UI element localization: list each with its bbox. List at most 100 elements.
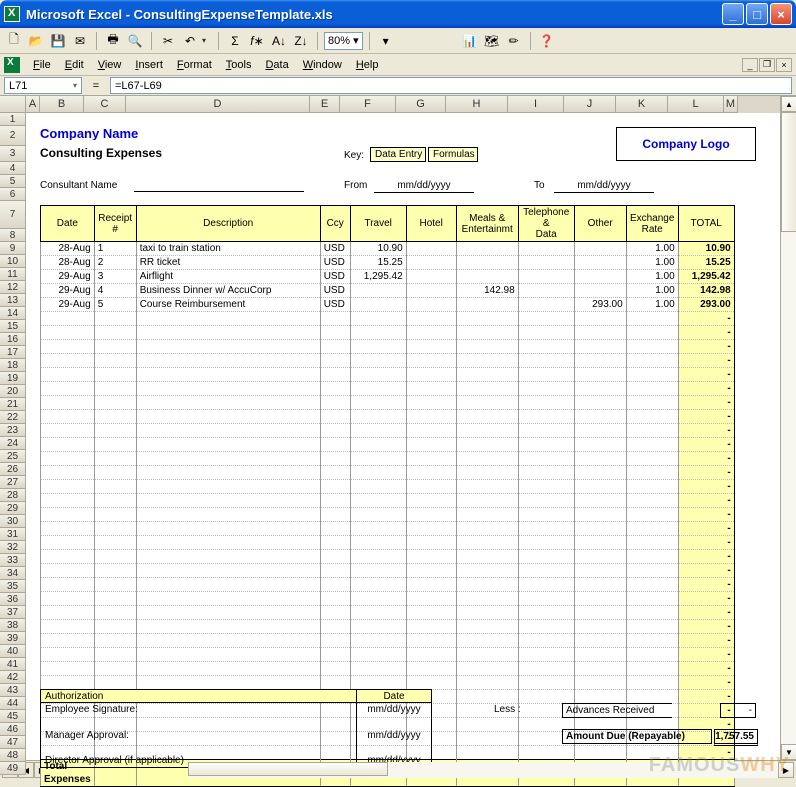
row-header-3[interactable]: 3 <box>0 146 26 162</box>
expense-row-empty[interactable]: - <box>41 634 735 648</box>
map-icon[interactable]: 🗺 <box>482 31 502 51</box>
consultant-field[interactable] <box>134 179 304 192</box>
expense-row-empty[interactable]: - <box>41 592 735 606</box>
row-header-29[interactable]: 29 <box>0 502 26 515</box>
row-header-7[interactable]: 7 <box>0 201 26 229</box>
maximize-button[interactable]: □ <box>746 3 768 25</box>
row-header-28[interactable]: 28 <box>0 489 26 502</box>
expense-row-empty[interactable]: - <box>41 564 735 578</box>
row-header-22[interactable]: 22 <box>0 411 26 424</box>
menu-window[interactable]: Window <box>296 57 349 73</box>
worksheet[interactable]: Company Name Consulting Expenses Key: Da… <box>26 113 780 760</box>
undo-dropdown[interactable]: ▾ <box>202 36 212 45</box>
menu-tools[interactable]: Tools <box>219 57 259 73</box>
minimize-button[interactable]: _ <box>722 3 744 25</box>
close-button[interactable]: × <box>770 3 792 25</box>
expense-row-empty[interactable]: - <box>41 340 735 354</box>
undo-icon[interactable]: ↶ <box>180 31 200 51</box>
row-header-35[interactable]: 35 <box>0 580 26 593</box>
to-field[interactable]: mm/dd/yyyy <box>554 179 654 193</box>
zoom-combo[interactable]: 80% ▾ <box>324 32 363 50</box>
row-header-36[interactable]: 36 <box>0 593 26 606</box>
expense-row-empty[interactable]: - <box>41 312 735 326</box>
toolbar-options-icon[interactable]: ▾ <box>376 31 396 51</box>
col-header-I[interactable]: I <box>508 96 564 113</box>
col-header-K[interactable]: K <box>616 96 668 113</box>
row-header-25[interactable]: 25 <box>0 450 26 463</box>
menu-file[interactable]: File <box>26 57 58 73</box>
row-header-41[interactable]: 41 <box>0 658 26 671</box>
print-preview-icon[interactable]: 🔍 <box>125 31 145 51</box>
row-header-34[interactable]: 34 <box>0 567 26 580</box>
expense-row-empty[interactable]: - <box>41 522 735 536</box>
auth-row-date[interactable]: mm/dd/yyyy <box>357 703 432 716</box>
row-header-27[interactable]: 27 <box>0 476 26 489</box>
col-header-B[interactable]: B <box>40 96 84 113</box>
auth-row-date[interactable]: mm/dd/yyyy <box>357 729 432 742</box>
expense-row[interactable]: 29-Aug3AirflightUSD1,295.421.001,295.42 <box>41 270 735 284</box>
col-header-F[interactable]: F <box>340 96 396 113</box>
row-header-44[interactable]: 44 <box>0 697 26 710</box>
drawing-icon[interactable]: ✏ <box>504 31 524 51</box>
col-header-J[interactable]: J <box>564 96 616 113</box>
expense-row-empty[interactable]: - <box>41 494 735 508</box>
function-icon[interactable]: f∗ <box>247 31 267 51</box>
scroll-thumb[interactable] <box>781 112 796 232</box>
menu-help[interactable]: Help <box>349 57 386 73</box>
row-header-16[interactable]: 16 <box>0 333 26 346</box>
expense-row-empty[interactable]: - <box>41 648 735 662</box>
expense-row-empty[interactable]: - <box>41 410 735 424</box>
expense-row-empty[interactable]: - <box>41 536 735 550</box>
print-icon[interactable]: 🖶 <box>103 31 123 51</box>
row-header-8[interactable]: 8 <box>0 229 26 242</box>
help-icon[interactable]: ❓ <box>537 31 557 51</box>
expense-row-empty[interactable]: - <box>41 466 735 480</box>
vertical-scrollbar[interactable]: ▲ ▼ <box>780 96 796 760</box>
row-header-46[interactable]: 46 <box>0 723 26 736</box>
scroll-up-button[interactable]: ▲ <box>781 96 796 112</box>
row-header-11[interactable]: 11 <box>0 268 26 281</box>
expense-row-empty[interactable]: - <box>41 662 735 676</box>
row-header-20[interactable]: 20 <box>0 385 26 398</box>
menu-view[interactable]: View <box>91 57 129 73</box>
row-header-9[interactable]: 9 <box>0 242 26 255</box>
row-header-37[interactable]: 37 <box>0 606 26 619</box>
autosum-icon[interactable]: Σ <box>225 31 245 51</box>
name-box[interactable]: L71 ▾ <box>4 77 82 94</box>
row-header-48[interactable]: 48 <box>0 749 26 762</box>
menu-insert[interactable]: Insert <box>128 57 170 73</box>
row-header-10[interactable]: 10 <box>0 255 26 268</box>
expense-row-empty[interactable]: - <box>41 578 735 592</box>
expense-row-empty[interactable]: - <box>41 620 735 634</box>
row-header-40[interactable]: 40 <box>0 645 26 658</box>
row-header-15[interactable]: 15 <box>0 320 26 333</box>
row-header-13[interactable]: 13 <box>0 294 26 307</box>
expense-row-empty[interactable]: - <box>41 326 735 340</box>
row-header-1[interactable]: 1 <box>0 113 26 126</box>
expense-row-empty[interactable]: - <box>41 424 735 438</box>
row-header-17[interactable]: 17 <box>0 346 26 359</box>
col-header-D[interactable]: D <box>126 96 310 113</box>
row-header-30[interactable]: 30 <box>0 515 26 528</box>
expense-row-empty[interactable]: - <box>41 354 735 368</box>
expense-row-empty[interactable]: - <box>41 368 735 382</box>
col-header-H[interactable]: H <box>446 96 508 113</box>
expense-row-empty[interactable]: - <box>41 606 735 620</box>
formula-input[interactable]: =L67-L69 <box>110 77 792 94</box>
mdi-restore-button[interactable]: ❐ <box>759 58 775 72</box>
from-field[interactable]: mm/dd/yyyy <box>374 179 474 193</box>
sort-asc-icon[interactable]: A↓ <box>269 31 289 51</box>
row-header-26[interactable]: 26 <box>0 463 26 476</box>
row-header-49[interactable]: 49 <box>0 762 26 775</box>
menu-data[interactable]: Data <box>258 57 295 73</box>
email-icon[interactable]: ✉ <box>70 31 90 51</box>
row-header-14[interactable]: 14 <box>0 307 26 320</box>
expense-row[interactable]: 28-Aug2RR ticketUSD15.251.0015.25 <box>41 256 735 270</box>
chart-wizard-icon[interactable]: 📊 <box>460 31 480 51</box>
cut-icon[interactable]: ✂ <box>158 31 178 51</box>
expense-row-empty[interactable]: - <box>41 452 735 466</box>
mdi-close-button[interactable]: × <box>776 58 792 72</box>
expense-row-empty[interactable]: - <box>41 480 735 494</box>
row-header-6[interactable]: 6 <box>0 188 26 201</box>
select-all-corner[interactable] <box>0 96 26 113</box>
